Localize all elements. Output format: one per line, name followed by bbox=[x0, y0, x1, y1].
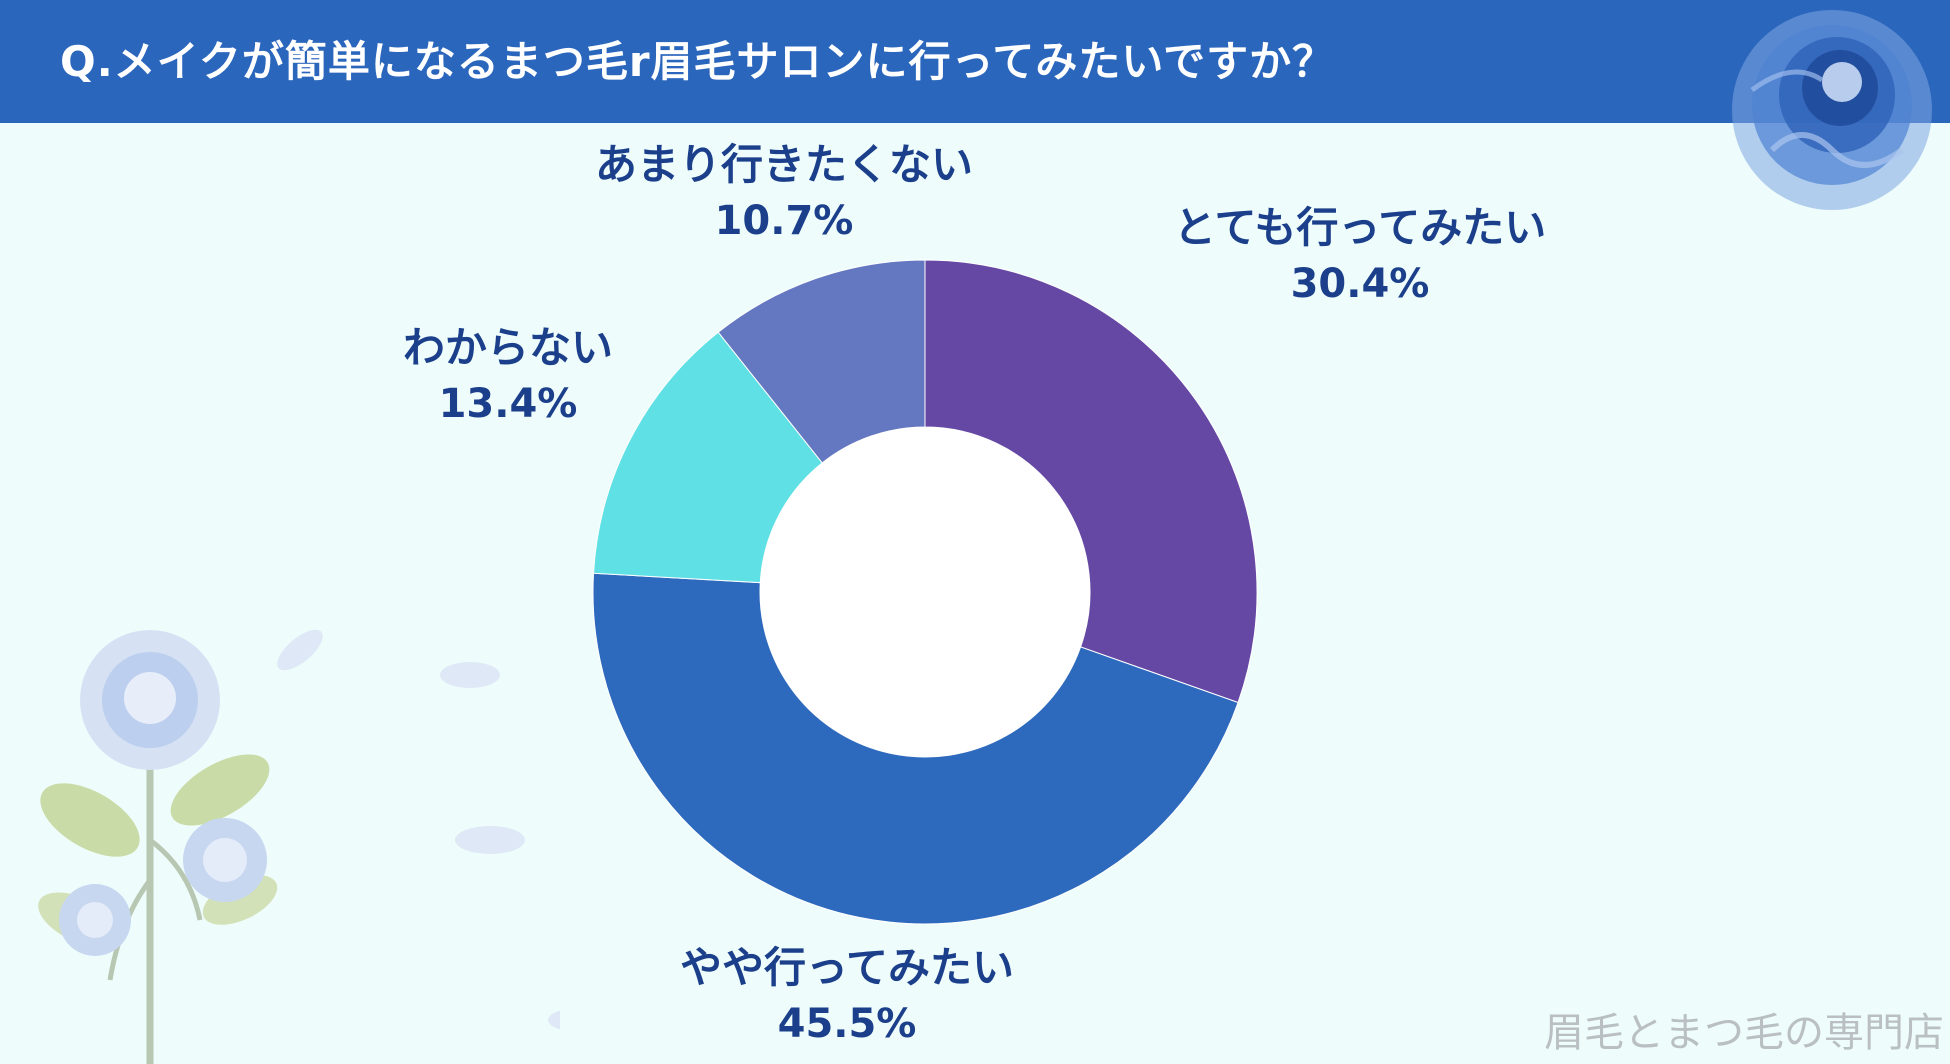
blue-rose-corner-icon bbox=[1732, 10, 1932, 210]
watermark: 眉毛とまつ毛の専門店 bbox=[1544, 1010, 1944, 1056]
label-somewhat-want-name: やや行ってみたい bbox=[680, 943, 1014, 992]
donut-hole bbox=[760, 427, 1090, 757]
label-not-want-pct: 10.7% bbox=[714, 197, 854, 244]
label-very-want-name: とても行ってみたい bbox=[1173, 203, 1547, 252]
label-very-want-pct: 30.4% bbox=[1290, 260, 1430, 307]
label-dont-know: わからない 13.4% bbox=[403, 320, 613, 431]
label-not-want-name: あまり行きたくない bbox=[594, 140, 974, 189]
chart-title: Q.メイクが簡単になるまつ毛r眉毛サロンに行ってみたいですか？ bbox=[60, 37, 1336, 86]
label-dont-know-pct: 13.4% bbox=[438, 380, 578, 427]
white-rose-decoration-icon bbox=[38, 629, 560, 1064]
label-somewhat-want: やや行ってみたい 45.5% bbox=[680, 940, 1014, 1051]
label-dont-know-name: わからない bbox=[402, 323, 614, 372]
label-very-want: とても行ってみたい 30.4% bbox=[1174, 200, 1547, 311]
label-not-want: あまり行きたくない 10.7% bbox=[595, 137, 973, 248]
title-banner: Q.メイクが簡単になるまつ毛r眉毛サロンに行ってみたいですか？ bbox=[0, 0, 1950, 123]
label-somewhat-want-pct: 45.5% bbox=[777, 1000, 917, 1047]
